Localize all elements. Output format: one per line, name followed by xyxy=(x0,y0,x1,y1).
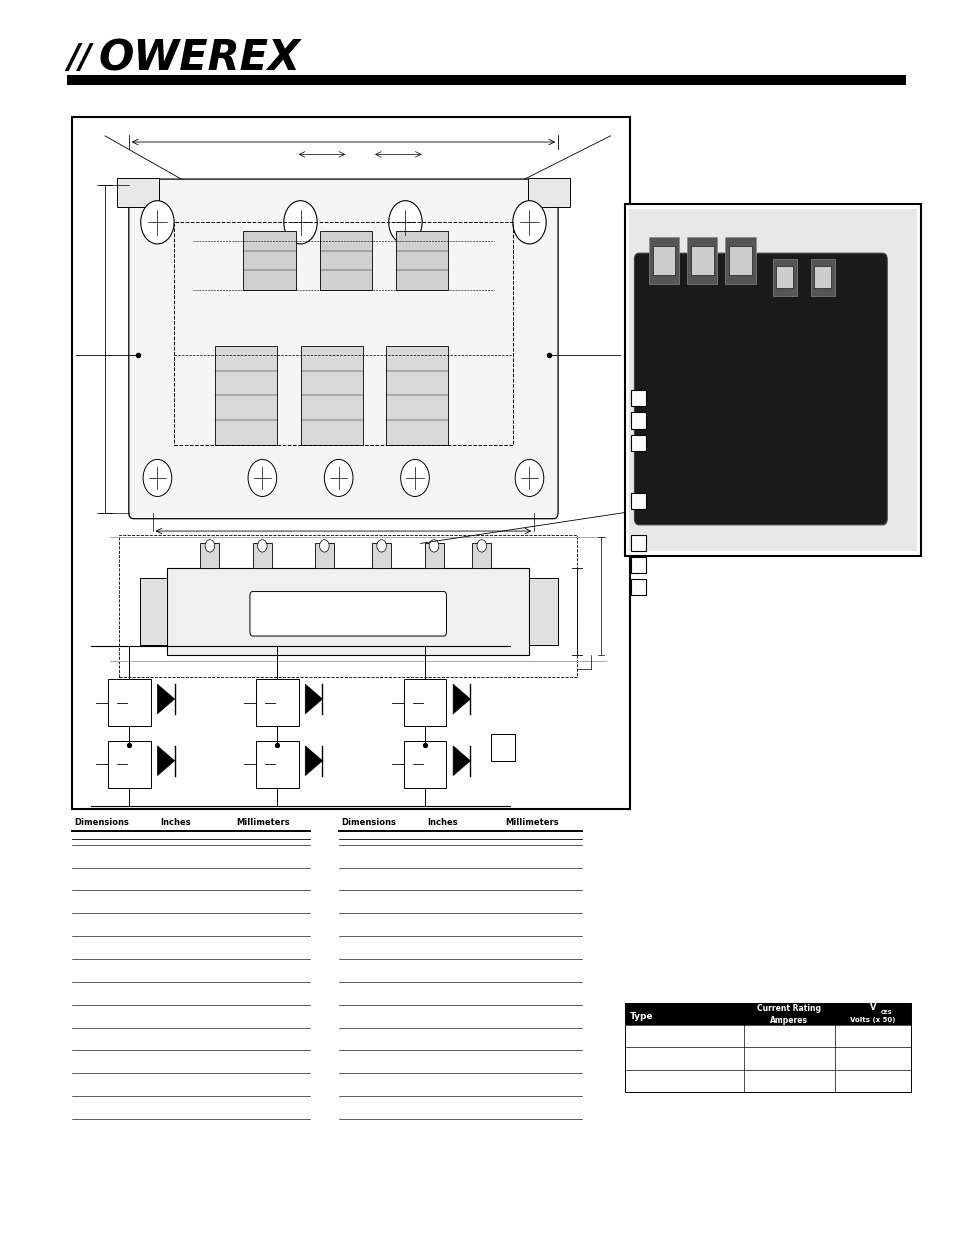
Circle shape xyxy=(400,459,429,496)
Bar xyxy=(491,734,515,761)
Text: OWEREX: OWEREX xyxy=(98,37,300,79)
Bar xyxy=(772,259,796,296)
Bar xyxy=(630,390,645,406)
Text: Type: Type xyxy=(629,1011,653,1021)
Text: Current Rating: Current Rating xyxy=(757,1004,821,1014)
Bar xyxy=(314,543,334,568)
Bar xyxy=(728,246,751,275)
Text: Inches: Inches xyxy=(427,819,457,827)
Bar xyxy=(652,246,675,275)
Bar xyxy=(243,231,295,290)
Bar xyxy=(167,568,529,655)
Circle shape xyxy=(429,540,438,552)
Circle shape xyxy=(141,201,173,245)
Bar xyxy=(630,535,645,551)
Bar xyxy=(403,679,446,726)
Text: V: V xyxy=(869,1003,875,1013)
Bar xyxy=(67,75,905,85)
Bar xyxy=(117,178,159,207)
Circle shape xyxy=(376,540,386,552)
Bar xyxy=(630,435,645,451)
Bar xyxy=(813,266,830,288)
Bar xyxy=(648,237,679,284)
Bar xyxy=(200,543,219,568)
Bar xyxy=(403,741,446,788)
Text: Amperes: Amperes xyxy=(770,1015,807,1025)
Bar xyxy=(395,231,448,290)
Bar xyxy=(810,259,834,296)
Polygon shape xyxy=(157,684,174,714)
Bar xyxy=(686,237,717,284)
Bar xyxy=(690,246,713,275)
FancyBboxPatch shape xyxy=(250,592,446,636)
Circle shape xyxy=(319,540,329,552)
Bar xyxy=(255,741,298,788)
Bar xyxy=(775,266,792,288)
Circle shape xyxy=(284,201,316,245)
Bar xyxy=(173,222,513,445)
Polygon shape xyxy=(453,746,470,776)
Bar xyxy=(628,209,916,551)
Bar xyxy=(424,543,443,568)
Bar xyxy=(630,557,645,573)
Circle shape xyxy=(257,540,267,552)
Polygon shape xyxy=(305,684,322,714)
Bar xyxy=(319,231,372,290)
Circle shape xyxy=(512,201,545,245)
Bar xyxy=(119,535,577,677)
Bar xyxy=(529,578,558,645)
Bar xyxy=(624,1003,910,1025)
Bar xyxy=(140,578,167,645)
Bar xyxy=(253,543,272,568)
Text: CES: CES xyxy=(880,1010,891,1015)
Circle shape xyxy=(205,540,214,552)
Bar xyxy=(386,346,448,445)
Bar xyxy=(472,543,491,568)
Bar xyxy=(527,178,569,207)
FancyBboxPatch shape xyxy=(634,253,886,525)
Polygon shape xyxy=(157,746,174,776)
Polygon shape xyxy=(305,746,322,776)
Bar xyxy=(630,412,645,429)
Text: Millimeters: Millimeters xyxy=(505,819,558,827)
Polygon shape xyxy=(453,684,470,714)
Bar xyxy=(624,204,920,556)
Circle shape xyxy=(324,459,353,496)
Bar xyxy=(300,346,362,445)
Bar xyxy=(108,679,151,726)
Bar xyxy=(214,346,276,445)
Bar xyxy=(255,679,298,726)
Bar xyxy=(108,741,151,788)
Text: Millimeters: Millimeters xyxy=(236,819,290,827)
Circle shape xyxy=(143,459,172,496)
Bar xyxy=(71,117,629,809)
Circle shape xyxy=(476,540,486,552)
Text: Inches: Inches xyxy=(160,819,191,827)
Circle shape xyxy=(388,201,421,245)
FancyBboxPatch shape xyxy=(129,179,558,519)
Circle shape xyxy=(248,459,276,496)
Text: Dimensions: Dimensions xyxy=(74,819,130,827)
Bar xyxy=(630,579,645,595)
Text: Volts (x 50): Volts (x 50) xyxy=(849,1018,895,1023)
Text: //: // xyxy=(67,42,91,74)
Text: Dimensions: Dimensions xyxy=(341,819,396,827)
Bar xyxy=(372,543,391,568)
Circle shape xyxy=(515,459,543,496)
Bar xyxy=(630,493,645,509)
Bar xyxy=(724,237,755,284)
